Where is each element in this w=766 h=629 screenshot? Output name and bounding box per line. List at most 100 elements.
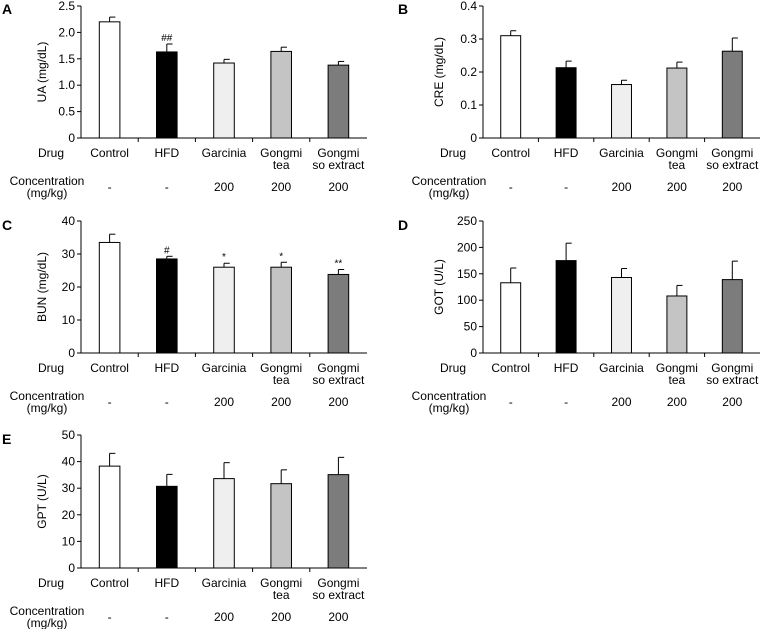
concentration-unit-label: (mg/kg) (27, 401, 68, 415)
y-tick-label: 200 (457, 240, 477, 254)
panel-d-letter: D (398, 217, 408, 233)
category-label: Gongmi (711, 146, 753, 160)
y-tick-label: 30 (62, 481, 76, 495)
bar (721, 50, 743, 139)
concentration-value: 200 (328, 610, 348, 624)
concentration-row-label: Concentration (10, 604, 85, 618)
concentration-value: - (108, 180, 112, 194)
panel-b: B 0 0.1 0.2 0.3 0.4 CRE (mg/dL) Control - HFD - Ga… (398, 0, 760, 200)
bar (611, 84, 632, 139)
significance-marker: ** (335, 259, 343, 270)
y-tick-label: 30 (62, 247, 76, 261)
bar (500, 35, 522, 139)
bar (98, 465, 121, 569)
bar (555, 67, 577, 139)
y-tick-label: 0 (470, 131, 477, 145)
y-axis-title: CRE (mg/dL) (432, 37, 446, 107)
concentration-value: - (108, 395, 112, 409)
y-tick-label: 50 (62, 428, 76, 442)
concentration-value: - (564, 180, 568, 194)
y-axis-title: BUN (mg/dL) (35, 252, 49, 322)
y-tick-label: 0.3 (460, 32, 477, 46)
drug-row-label: Drug (38, 576, 64, 590)
concentration-unit-label: (mg/kg) (429, 186, 470, 200)
category-label: Gongmi (711, 361, 753, 375)
y-tick-label: 40 (62, 455, 76, 469)
category-label: Garcinia (202, 146, 247, 160)
bar (555, 260, 577, 354)
category-label: HFD (554, 361, 579, 375)
bar (213, 478, 235, 569)
category-label: tea (273, 588, 290, 602)
y-tick-label: 150 (457, 267, 477, 281)
category-label: HFD (154, 361, 179, 375)
concentration-value: 200 (722, 180, 742, 194)
y-tick-label: 0 (68, 131, 75, 145)
y-tick-label: 2.0 (58, 25, 75, 39)
concentration-value: - (165, 180, 169, 194)
category-label: tea (669, 158, 686, 172)
bar (98, 241, 121, 354)
concentration-value: 200 (214, 395, 234, 409)
concentration-row-label: Concentration (412, 389, 487, 403)
concentration-row-label: Concentration (10, 174, 85, 188)
y-tick-label: 0.5 (58, 105, 75, 119)
category-label: Garcinia (202, 576, 247, 590)
category-label: Gongmi (260, 576, 302, 590)
y-tick-label: 0 (68, 346, 75, 360)
category-label: tea (273, 158, 290, 172)
category-label: so extract (312, 158, 365, 172)
y-tick-label: 0.1 (460, 98, 477, 112)
concentration-value: 200 (271, 180, 291, 194)
significance-marker: # (164, 245, 170, 256)
category-label: HFD (154, 146, 179, 160)
concentration-value: 200 (328, 395, 348, 409)
panel-a-letter: A (2, 1, 12, 17)
bar (156, 51, 178, 139)
category-label: Garcinia (202, 361, 247, 375)
y-tick-label: 10 (62, 313, 76, 327)
concentration-value: 200 (667, 180, 687, 194)
concentration-value: 200 (214, 180, 234, 194)
significance-marker: ## (161, 33, 173, 44)
concentration-row-label: Concentration (10, 389, 85, 403)
category-label: HFD (554, 146, 579, 160)
y-tick-label: 1.0 (58, 78, 75, 92)
concentration-value: - (564, 395, 568, 409)
category-label: Gongmi (260, 361, 302, 375)
concentration-value: 200 (667, 395, 687, 409)
concentration-value: 200 (328, 180, 348, 194)
bar (270, 483, 292, 569)
bar (327, 273, 350, 354)
category-label: tea (669, 373, 686, 387)
category-label: Control (90, 576, 129, 590)
bar (98, 21, 121, 139)
category-label: Control (90, 361, 129, 375)
concentration-value: - (509, 395, 513, 409)
y-tick-label: 0 (470, 346, 477, 360)
drug-row-label: Drug (440, 361, 466, 375)
y-tick-label: 0.2 (460, 65, 477, 79)
category-label: Gongmi (656, 146, 698, 160)
y-tick-label: 10 (62, 534, 76, 548)
concentration-value: 200 (271, 610, 291, 624)
category-label: so extract (706, 158, 759, 172)
drug-row-label: Drug (38, 146, 64, 160)
panel-b-letter: B (398, 1, 408, 17)
concentration-row-label: Concentration (412, 174, 487, 188)
category-label: HFD (154, 576, 179, 590)
concentration-value: 200 (722, 395, 742, 409)
panel-e-letter: E (2, 431, 11, 447)
concentration-value: - (165, 395, 169, 409)
bar (213, 266, 235, 354)
category-label: Gongmi (317, 146, 359, 160)
significance-marker: * (222, 252, 226, 263)
concentration-value: 200 (214, 610, 234, 624)
y-tick-label: 2.5 (58, 0, 75, 13)
y-tick-label: 20 (62, 280, 76, 294)
panel-e: E 0 10 20 30 40 50 GPT (U/L) Control - HFD - Garcin… (2, 428, 367, 629)
y-tick-label: 20 (62, 508, 76, 522)
category-label: Gongmi (656, 361, 698, 375)
category-label: so extract (312, 588, 365, 602)
category-label: so extract (312, 373, 365, 387)
